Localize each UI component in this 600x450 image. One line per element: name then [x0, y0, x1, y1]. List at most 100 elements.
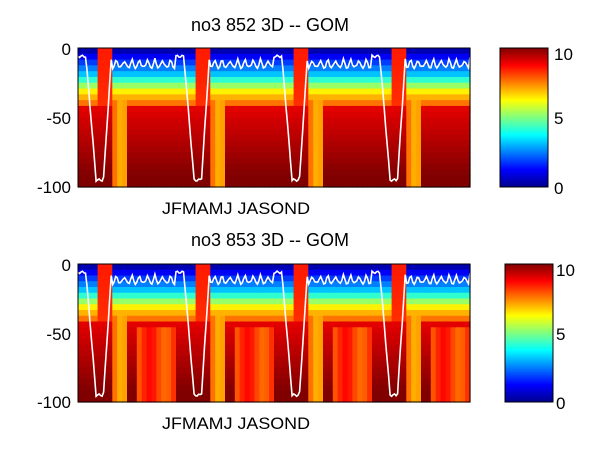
heatmap-cell — [445, 146, 451, 153]
heatmap-cell — [264, 146, 270, 153]
heatmap-cell — [229, 379, 236, 386]
heatmap-cell — [239, 76, 246, 84]
heatmap-cell — [82, 310, 89, 317]
heatmap-cell — [151, 140, 157, 148]
heatmap-cell — [381, 304, 388, 311]
heatmap-cell — [440, 298, 447, 305]
heatmap-cell — [97, 111, 104, 119]
heatmap-cell — [234, 181, 241, 188]
heatmap-cell — [386, 117, 393, 124]
heatmap-cell — [372, 140, 378, 148]
heatmap-cell — [283, 146, 290, 153]
heatmap-cell — [264, 298, 270, 305]
heatmap-cell — [122, 169, 128, 177]
heatmap-cell — [239, 344, 246, 351]
heatmap-cell — [313, 304, 319, 311]
heatmap-cell — [455, 361, 461, 369]
heatmap-cell — [406, 48, 412, 55]
heatmap-cell — [323, 390, 329, 397]
heatmap-cell — [146, 367, 153, 374]
heatmap-cell — [185, 88, 192, 95]
heatmap-cell — [367, 338, 373, 346]
heatmap-cell — [156, 304, 162, 311]
heatmap-cell — [342, 292, 349, 300]
heatmap-cell — [180, 384, 187, 392]
heatmap-cell — [97, 181, 104, 188]
heatmap-cell — [450, 350, 456, 357]
heatmap-cell — [264, 390, 270, 397]
heatmap-cell — [136, 379, 143, 386]
heatmap-cell — [313, 169, 319, 177]
heatmap-cell — [308, 264, 314, 271]
heatmap-cell — [146, 350, 153, 357]
heatmap-cell — [386, 76, 393, 84]
heatmap-cell — [465, 379, 471, 386]
heatmap-cell — [229, 292, 236, 300]
heatmap-cell — [127, 169, 133, 177]
heatmap-cell — [180, 94, 187, 101]
heatmap-cell — [195, 264, 202, 271]
heatmap-cell — [78, 321, 84, 328]
heatmap-cell — [362, 338, 368, 346]
heatmap-cell — [342, 367, 349, 374]
heatmap-cell — [435, 100, 442, 107]
heatmap-cell — [342, 76, 349, 84]
heatmap-cell — [308, 367, 314, 374]
heatmap-cell — [264, 344, 270, 351]
heatmap-cell — [136, 105, 143, 113]
heatmap-cell — [362, 140, 368, 148]
heatmap-cell — [362, 146, 368, 153]
heatmap-cell — [274, 321, 280, 328]
heatmap-cell — [318, 152, 324, 159]
heatmap-cell — [337, 310, 344, 317]
heatmap-cell — [249, 367, 255, 374]
heatmap-cell — [352, 390, 358, 397]
heatmap-cell — [362, 327, 368, 334]
heatmap-cell — [367, 134, 373, 142]
heatmap-cell — [117, 59, 123, 66]
heatmap-cell — [460, 111, 466, 119]
heatmap-cell — [176, 158, 182, 165]
heatmap-cell — [298, 379, 304, 386]
heatmap-cell — [357, 88, 363, 95]
heatmap-cell — [229, 111, 236, 119]
heatmap-cell — [323, 310, 329, 317]
heatmap-cell — [274, 390, 280, 397]
heatmap-cell — [117, 158, 123, 165]
heatmap-cell — [215, 373, 221, 380]
heatmap-cell — [102, 163, 108, 171]
heatmap-cell — [176, 373, 182, 380]
heatmap-cell — [376, 356, 383, 363]
heatmap-cell — [337, 327, 344, 334]
heatmap-cell — [376, 181, 383, 188]
heatmap-cell — [367, 315, 373, 323]
heatmap-cell — [274, 152, 280, 159]
heatmap-cell — [342, 287, 349, 294]
heatmap-cell — [244, 344, 251, 351]
heatmap-cell — [401, 367, 407, 374]
heatmap-cell — [298, 269, 304, 277]
heatmap-cell — [225, 396, 231, 403]
heatmap-cell — [225, 123, 231, 130]
heatmap-cell — [156, 264, 162, 271]
heatmap-cell — [323, 53, 329, 61]
heatmap-cell — [376, 333, 383, 340]
heatmap-cell — [465, 315, 471, 323]
heatmap-cell — [308, 390, 314, 397]
heatmap-cell — [161, 163, 167, 171]
heatmap-cell — [151, 379, 157, 386]
heatmap-cell — [440, 181, 447, 188]
heatmap-cell — [323, 181, 329, 188]
heatmap-cell — [425, 53, 432, 61]
heatmap-cell — [254, 94, 260, 101]
heatmap-cell — [185, 350, 192, 357]
heatmap-cell — [406, 94, 412, 101]
heatmap-cell — [303, 117, 309, 124]
heatmap-cell — [288, 134, 295, 142]
heatmap-cell — [264, 105, 270, 113]
heatmap-cell — [234, 315, 241, 323]
heatmap-cell — [249, 129, 255, 136]
heatmap-cell — [357, 367, 363, 374]
heatmap-cell — [151, 367, 157, 374]
heatmap-cell — [445, 152, 451, 159]
